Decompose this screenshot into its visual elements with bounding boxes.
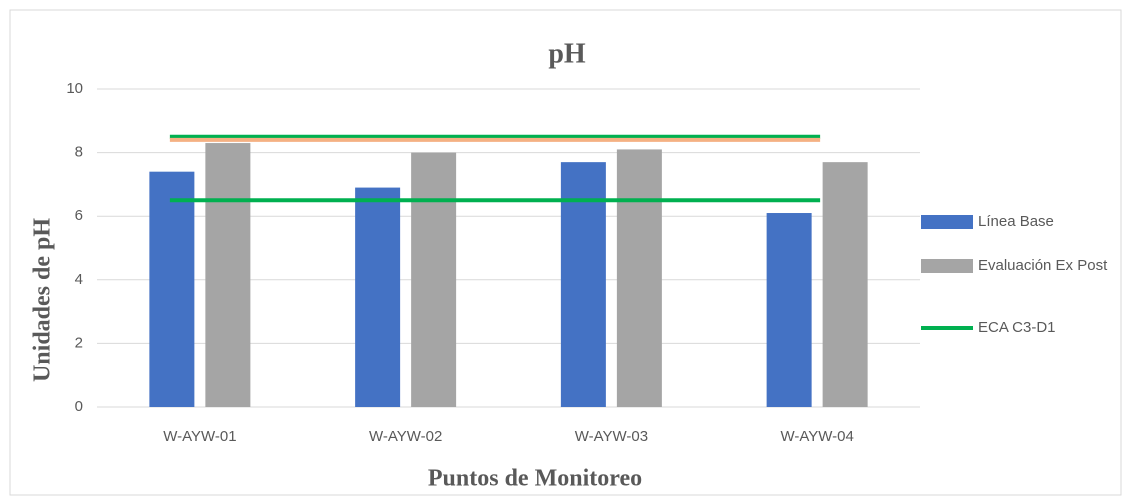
y-tick-label: 8 bbox=[75, 144, 83, 161]
bar bbox=[149, 171, 195, 407]
x-tick-label: W-AYW-03 bbox=[575, 428, 648, 445]
bar bbox=[205, 143, 251, 407]
legend-label: ECA C3-D1 bbox=[978, 319, 1056, 336]
bar bbox=[616, 149, 662, 408]
legend-swatch bbox=[921, 215, 973, 229]
chart-title: pH bbox=[548, 38, 586, 69]
legend-swatch bbox=[921, 259, 973, 273]
x-tick-label: W-AYW-02 bbox=[369, 428, 442, 445]
x-tick-label: W-AYW-01 bbox=[163, 428, 236, 445]
y-tick-label: 10 bbox=[66, 80, 83, 97]
y-axis-title: Unidades de pH bbox=[30, 218, 56, 382]
legend-label: Línea Base bbox=[978, 213, 1054, 230]
x-axis-title: Puntos de Monitoreo bbox=[428, 466, 642, 492]
bar bbox=[560, 162, 606, 407]
y-tick-label: 4 bbox=[75, 271, 83, 288]
x-tick-label: W-AYW-04 bbox=[780, 428, 853, 445]
bar bbox=[766, 213, 812, 407]
bar bbox=[411, 152, 457, 407]
chart-border bbox=[9, 9, 1122, 496]
y-tick-label: 6 bbox=[75, 207, 83, 224]
y-tick-label: 0 bbox=[75, 398, 83, 415]
bar bbox=[355, 187, 401, 407]
y-tick-label: 2 bbox=[75, 334, 83, 351]
bar bbox=[822, 162, 868, 407]
legend-label: Evaluación Ex Post bbox=[978, 257, 1108, 274]
